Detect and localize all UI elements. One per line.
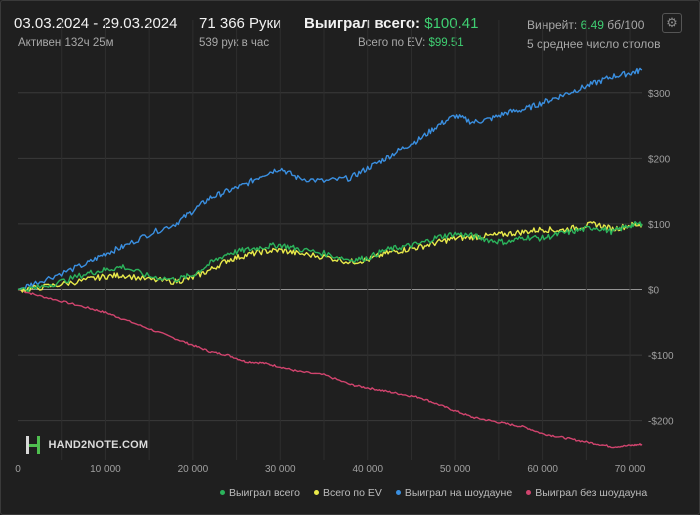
legend-dot xyxy=(526,489,532,495)
x-tick-label: 10 000 xyxy=(90,464,121,475)
won-total-stat: Выиграл всего: $100.41 xyxy=(304,15,478,32)
y-tick-label: -$100 xyxy=(648,351,674,362)
y-axis-ticks: $300 $200 $100 $0 -$100 -$200 xyxy=(648,89,674,428)
series-line-1 xyxy=(17,221,643,293)
hands-count: 71 366 Руки xyxy=(199,15,282,32)
x-axis-ticks: 0 10 000 20 000 30 000 40 000 50 000 60 000 70 … xyxy=(15,464,646,475)
chart-legend: Выиграл всего Всего по EV Выиграл на шоуда… xyxy=(220,487,661,499)
series-line-3 xyxy=(17,288,643,449)
logo-text: HAND2NOTE.COM xyxy=(48,439,149,451)
x-tick-label: 60 000 xyxy=(527,464,558,475)
x-tick-label: 70 000 xyxy=(615,464,646,475)
winrate-unit: бб/100 xyxy=(607,18,645,32)
y-tick-label: $0 xyxy=(648,286,660,297)
legend-item[interactable]: Выиграл на шоудауне xyxy=(395,487,513,499)
won-total-value: $100.41 xyxy=(424,15,479,32)
legend-item[interactable]: Выиграл всего xyxy=(220,487,300,499)
legend-dot xyxy=(220,489,225,495)
legend-label: Выиграл всего xyxy=(229,487,300,499)
hand2note-logo-icon xyxy=(26,436,40,454)
x-tick-label: 30 000 xyxy=(265,464,296,475)
chart-series xyxy=(17,67,643,449)
legend-label: Выиграл на шоудауне xyxy=(404,487,513,499)
legend-label: Всего по EV xyxy=(322,487,382,499)
y-tick-label: -$200 xyxy=(648,417,674,428)
hands-per-hour: 539 рук в час xyxy=(199,37,270,49)
x-tick-label: 0 xyxy=(15,464,21,475)
legend-label: Выиграл без шоудауна xyxy=(535,487,648,499)
series-line-2 xyxy=(17,67,643,291)
winrate-label: Винрейт: xyxy=(527,18,578,32)
x-tick-label: 20 000 xyxy=(178,464,209,475)
legend-dot xyxy=(313,489,319,495)
ev-total-label: Всего по EV: xyxy=(358,37,426,49)
chart-grid xyxy=(18,20,642,460)
gear-icon[interactable]: ⚙ xyxy=(662,13,682,33)
avg-tables: 5 среднее число столов xyxy=(527,37,661,51)
y-tick-label: $100 xyxy=(648,220,671,231)
legend-item[interactable]: Всего по EV xyxy=(313,487,382,499)
won-total-label: Выиграл всего: xyxy=(304,15,421,32)
legend-dot xyxy=(395,489,401,495)
x-tick-label: 40 000 xyxy=(352,464,383,475)
active-time: Активен 132ч 25м xyxy=(18,37,114,49)
legend-item[interactable]: Выиграл без шоудауна xyxy=(526,487,647,499)
y-tick-label: $300 xyxy=(648,89,671,100)
y-tick-label: $200 xyxy=(648,154,671,165)
hand2note-logo: HAND2NOTE.COM xyxy=(26,436,148,456)
date-range[interactable]: 03.03.2024 - 29.03.2024 xyxy=(14,15,178,32)
x-tick-label: 50 000 xyxy=(440,464,471,475)
series-line-0 xyxy=(17,221,643,293)
